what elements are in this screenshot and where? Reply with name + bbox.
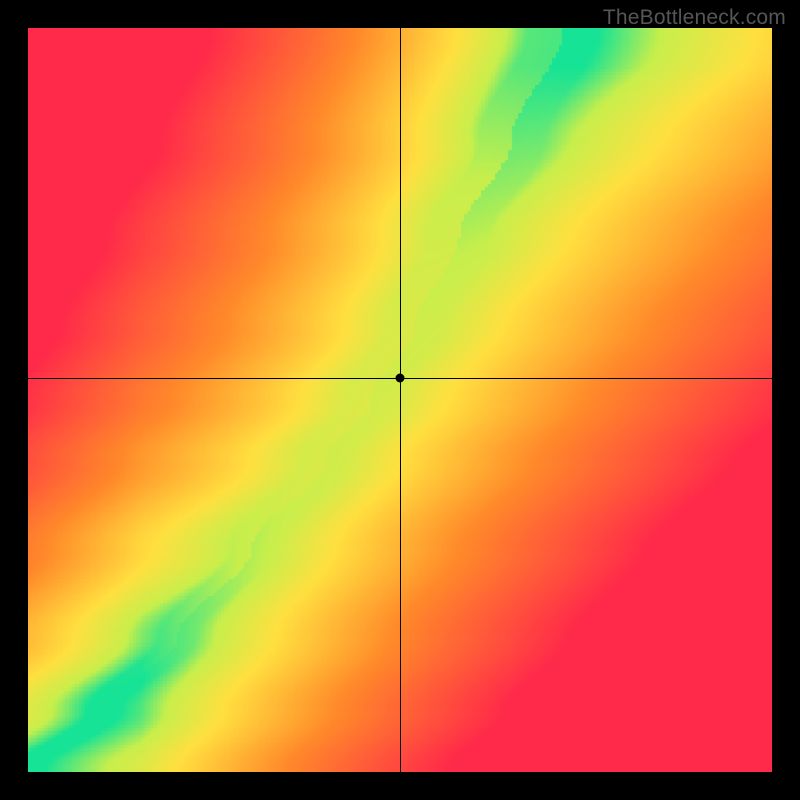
crosshair-marker <box>396 373 405 382</box>
plot-area <box>28 28 772 772</box>
crosshair-vertical <box>400 28 401 772</box>
chart-container: TheBottleneck.com <box>0 0 800 800</box>
watermark-text: TheBottleneck.com <box>603 6 786 30</box>
